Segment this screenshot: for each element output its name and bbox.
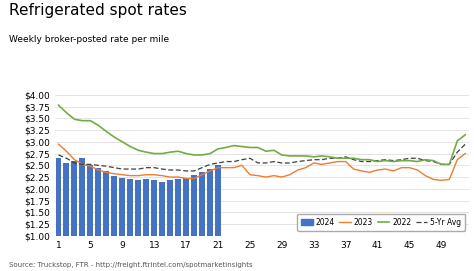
Bar: [64, 163, 70, 236]
Bar: [151, 180, 157, 236]
Bar: [191, 175, 197, 236]
Bar: [103, 171, 109, 236]
Bar: [175, 179, 181, 236]
Text: Refrigerated spot rates: Refrigerated spot rates: [9, 3, 187, 18]
Bar: [55, 158, 62, 236]
Bar: [167, 180, 173, 236]
Text: Source: Truckstop, FTR - http://freight.ftrintel.com/spotmarketinsights: Source: Truckstop, FTR - http://freight.…: [9, 262, 253, 268]
Bar: [215, 165, 221, 236]
Bar: [80, 158, 85, 236]
Bar: [199, 172, 205, 236]
Bar: [128, 179, 133, 236]
Bar: [72, 161, 77, 236]
Bar: [183, 179, 189, 236]
Bar: [111, 176, 118, 236]
Bar: [207, 169, 213, 236]
Bar: [95, 168, 101, 236]
Bar: [159, 182, 165, 236]
Legend: 2024, 2023, 2022, 5-Yr Avg: 2024, 2023, 2022, 5-Yr Avg: [297, 214, 465, 231]
Text: Weekly broker-posted rate per mile: Weekly broker-posted rate per mile: [9, 35, 170, 44]
Bar: [135, 180, 141, 236]
Bar: [87, 165, 93, 236]
Bar: [143, 179, 149, 236]
Bar: [119, 179, 125, 236]
